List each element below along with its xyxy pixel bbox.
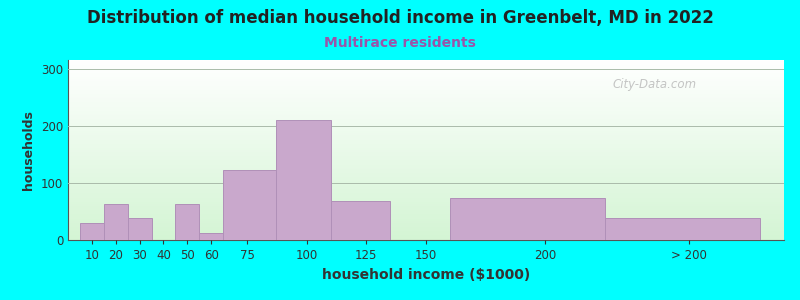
Bar: [128, 218, 151, 240]
Bar: [199, 232, 223, 240]
Text: Multirace residents: Multirace residents: [324, 36, 476, 50]
X-axis label: household income ($1000): household income ($1000): [322, 268, 530, 282]
Text: City-Data.com: City-Data.com: [612, 78, 696, 91]
Bar: [104, 204, 128, 240]
Bar: [223, 170, 276, 240]
Bar: [175, 204, 199, 240]
Bar: [450, 198, 605, 240]
Y-axis label: households: households: [22, 110, 35, 190]
Bar: [330, 201, 390, 240]
Text: Distribution of median household income in Greenbelt, MD in 2022: Distribution of median household income …: [86, 9, 714, 27]
Bar: [80, 223, 104, 240]
Bar: [605, 218, 760, 240]
Bar: [276, 120, 330, 240]
